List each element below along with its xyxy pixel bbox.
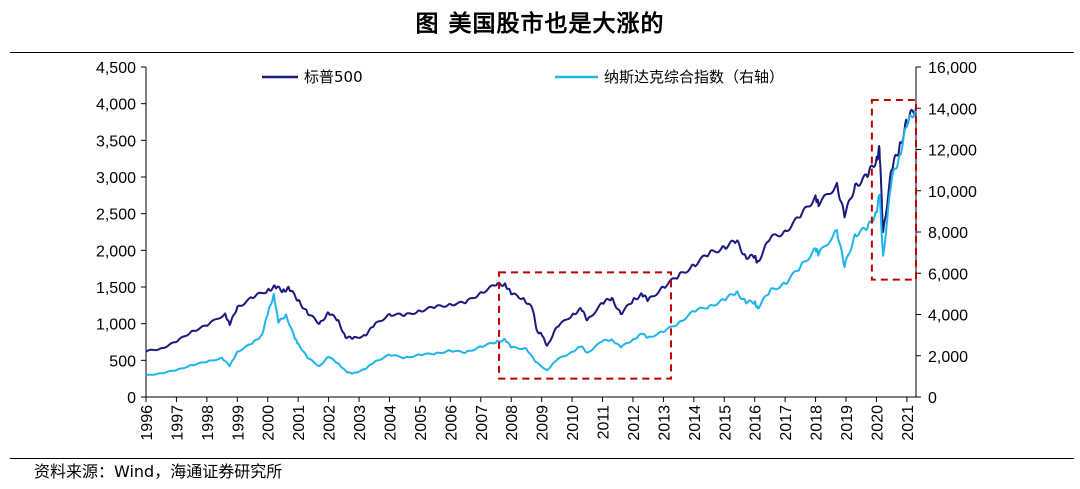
x-tick-label: 2011 [596,405,613,440]
right-tick-label: 6,000 [928,266,968,283]
x-tick-label: 2007 [474,405,491,441]
x-tick-label: 2010 [565,405,582,441]
legend-label-nasdaq: 纳斯达克综合指数（右轴） [604,68,784,86]
x-tick-label: 2018 [809,405,826,441]
left-tick-label: 0 [127,390,136,407]
right-tick-label: 4,000 [928,308,968,325]
right-tick-label: 16,000 [928,60,977,77]
gfc-highlight-box [498,271,673,380]
left-tick-label: 2,000 [96,243,136,260]
nasdaq-line [145,106,917,377]
x-tick-label: 2009 [535,405,552,441]
x-tick-label: 2015 [717,405,734,441]
source-divider [10,458,1074,459]
x-tick-label: 2019 [839,405,856,441]
left-tick-label: 4,000 [96,97,136,114]
x-tick-label: 2017 [778,405,795,441]
x-tick-label: 2008 [504,405,521,441]
x-tick-label: 2013 [656,405,673,441]
title-underline [10,52,1074,53]
x-tick-label: 2004 [382,405,399,441]
left-tick-label: 500 [109,353,136,370]
x-tick-label: 2014 [687,405,704,441]
left-tick-label: 1,500 [96,280,136,297]
legend-label-sp500: 标普500 [304,68,363,86]
right-tick-label: 10,000 [928,184,977,201]
left-tick-label: 3,000 [96,170,136,187]
right-tick-label: 2,000 [928,349,968,366]
x-tick-label: 2006 [443,405,460,441]
left-tick-label: 3,500 [96,133,136,150]
line-chart: 0 500 1,000 1,500 2,000 2,500 3,000 3,500 4,000 4… [96,60,977,441]
x-tick-label: 2001 [291,405,308,441]
left-tick-label: 4,500 [96,60,136,77]
left-tick-label: 2,500 [96,207,136,224]
right-tick-label: 12,000 [928,143,977,160]
x-tick-label: 1997 [169,405,186,441]
chart-title: 图 美国股市也是大涨的 [415,11,665,37]
left-tick-label: 1,000 [96,317,136,334]
x-tick-label: 2003 [352,405,369,441]
right-tick-label: 14,000 [928,101,977,118]
x-tick-label: 2000 [261,405,278,441]
right-tick-label: 8,000 [928,225,968,242]
x-tick-label: 2016 [748,405,765,441]
x-tick-label: 1996 [139,405,156,441]
right-tick-label: 0 [928,390,937,407]
x-tick-label: 2012 [626,405,643,441]
x-tick-label: 2021 [900,405,917,441]
sp500-line [145,107,917,353]
x-tick-label: 1999 [230,405,247,441]
x-tick-label: 2020 [869,405,886,441]
x-tick-label: 2005 [413,405,430,441]
x-tick-label: 2002 [322,405,339,441]
covid-highlight-box [870,99,918,281]
x-tick-label: 1998 [200,405,217,441]
source-note: 资料来源：Wind，海通证券研究所 [34,462,283,481]
